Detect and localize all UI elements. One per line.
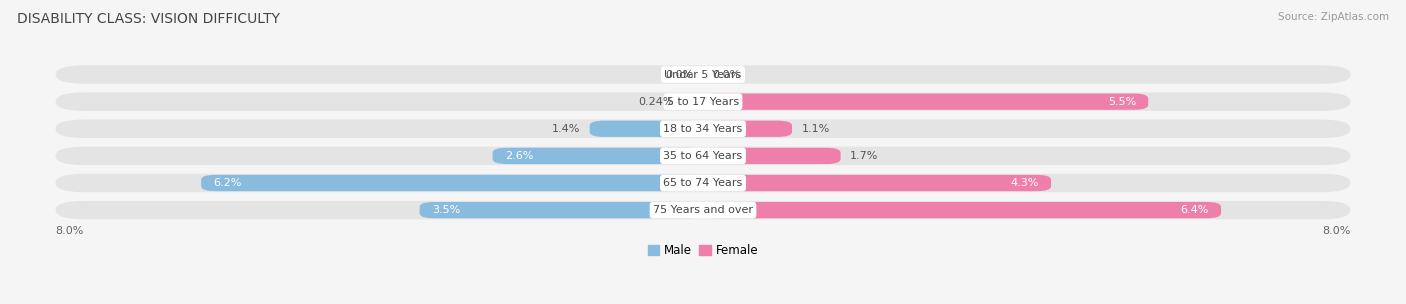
Text: 0.0%: 0.0% bbox=[665, 70, 693, 80]
Legend: Male, Female: Male, Female bbox=[643, 239, 763, 261]
Text: 6.4%: 6.4% bbox=[1181, 205, 1209, 215]
FancyBboxPatch shape bbox=[55, 92, 1351, 111]
FancyBboxPatch shape bbox=[55, 119, 1351, 138]
FancyBboxPatch shape bbox=[201, 175, 703, 191]
FancyBboxPatch shape bbox=[55, 147, 1351, 165]
Text: 0.24%: 0.24% bbox=[638, 97, 673, 107]
Text: Under 5 Years: Under 5 Years bbox=[665, 70, 741, 80]
FancyBboxPatch shape bbox=[55, 174, 1351, 192]
Text: 8.0%: 8.0% bbox=[55, 226, 84, 236]
Text: 1.7%: 1.7% bbox=[851, 151, 879, 161]
FancyBboxPatch shape bbox=[589, 121, 703, 137]
Text: 4.3%: 4.3% bbox=[1011, 178, 1039, 188]
Text: DISABILITY CLASS: VISION DIFFICULTY: DISABILITY CLASS: VISION DIFFICULTY bbox=[17, 12, 280, 26]
FancyBboxPatch shape bbox=[703, 175, 1052, 191]
Text: 3.5%: 3.5% bbox=[432, 205, 460, 215]
Text: 0.0%: 0.0% bbox=[713, 70, 741, 80]
FancyBboxPatch shape bbox=[683, 94, 703, 110]
FancyBboxPatch shape bbox=[55, 65, 1351, 84]
Text: 65 to 74 Years: 65 to 74 Years bbox=[664, 178, 742, 188]
FancyBboxPatch shape bbox=[703, 202, 1220, 218]
Text: 1.1%: 1.1% bbox=[801, 124, 830, 134]
Text: 2.6%: 2.6% bbox=[505, 151, 533, 161]
Text: 5 to 17 Years: 5 to 17 Years bbox=[666, 97, 740, 107]
Text: 8.0%: 8.0% bbox=[1322, 226, 1351, 236]
FancyBboxPatch shape bbox=[492, 148, 703, 164]
FancyBboxPatch shape bbox=[55, 201, 1351, 219]
FancyBboxPatch shape bbox=[703, 94, 1149, 110]
FancyBboxPatch shape bbox=[703, 148, 841, 164]
Text: 35 to 64 Years: 35 to 64 Years bbox=[664, 151, 742, 161]
Text: 75 Years and over: 75 Years and over bbox=[652, 205, 754, 215]
FancyBboxPatch shape bbox=[703, 121, 792, 137]
Text: 18 to 34 Years: 18 to 34 Years bbox=[664, 124, 742, 134]
Text: Source: ZipAtlas.com: Source: ZipAtlas.com bbox=[1278, 12, 1389, 22]
Text: 5.5%: 5.5% bbox=[1108, 97, 1136, 107]
Text: 6.2%: 6.2% bbox=[214, 178, 242, 188]
FancyBboxPatch shape bbox=[420, 202, 703, 218]
Text: 1.4%: 1.4% bbox=[551, 124, 579, 134]
